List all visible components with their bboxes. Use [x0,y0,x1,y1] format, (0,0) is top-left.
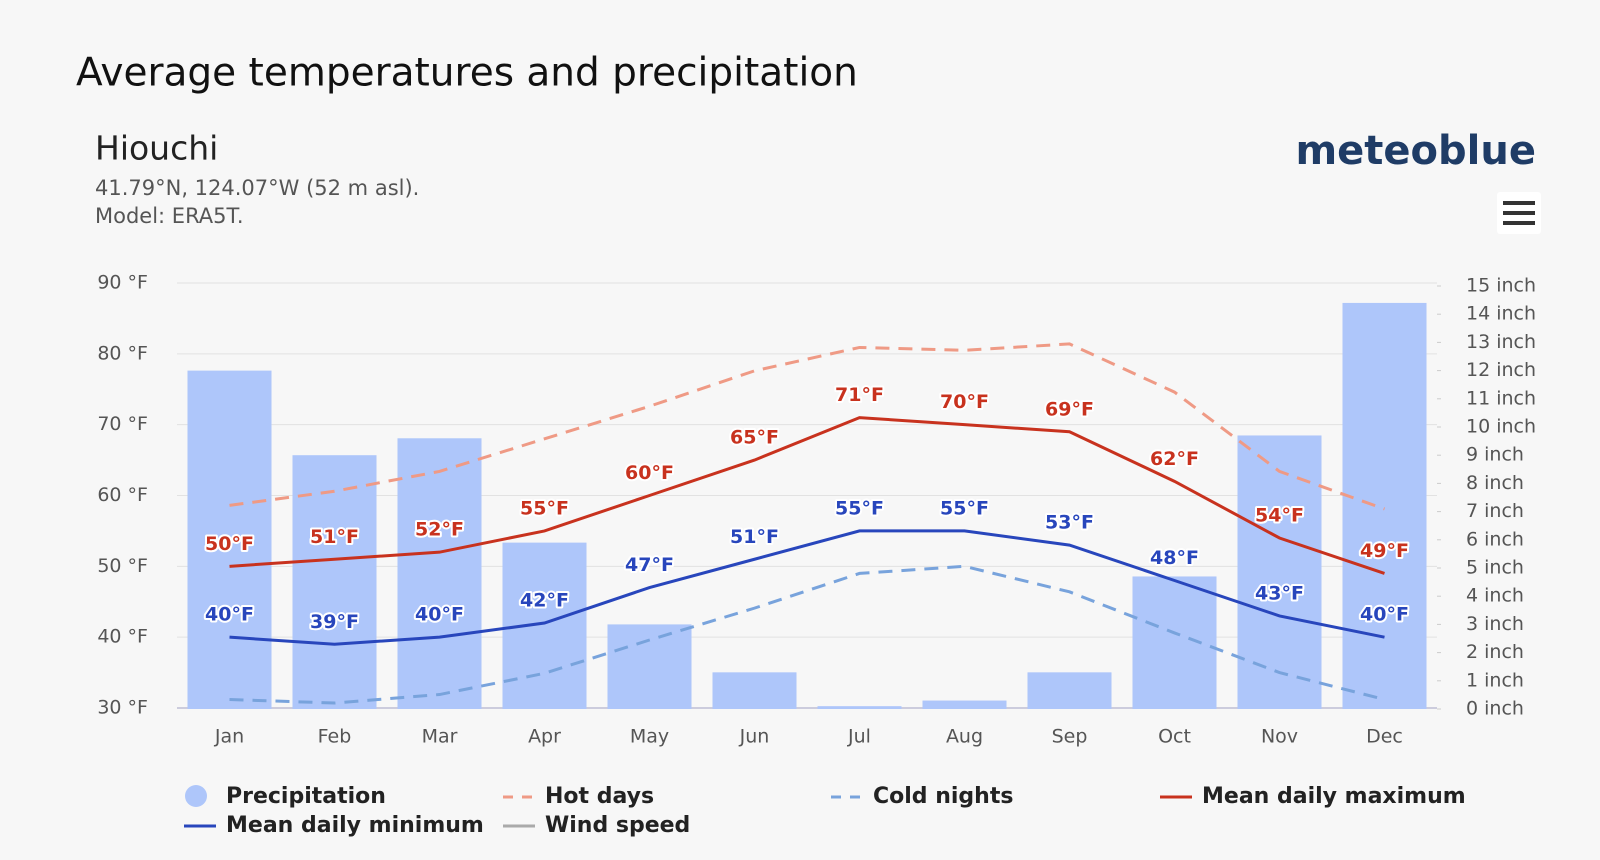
data-label: 48°F [1150,547,1199,569]
data-label: 71°F [835,384,884,406]
data-label: 51°F [310,526,359,548]
y2-tick-label: 13 inch [1466,331,1536,353]
data-label: 55°F [940,497,989,519]
legend-label[interactable]: Precipitation [226,784,386,809]
x-tick-label: Apr [528,726,561,748]
precip-bar [1132,576,1217,709]
data-label: 54°F [1255,505,1304,527]
x-tick-label: Aug [946,726,983,748]
data-label: 40°F [205,604,254,626]
legend-label[interactable]: Mean daily minimum [226,813,484,838]
data-label: 49°F [1360,540,1409,562]
data-label: 60°F [625,462,674,484]
y2-tick-label: 11 inch [1466,387,1536,409]
location: Hiouchi [95,129,218,168]
y2-tick-label: 4 inch [1466,585,1524,607]
y-tick-label: 90 °F [97,272,148,294]
y-tick-label: 80 °F [97,342,148,364]
x-tick-label: Mar [422,726,458,748]
data-label: 43°F [1255,582,1304,604]
x-tick-label: Feb [318,726,352,748]
precip-bar [922,700,1007,709]
y2-tick-label: 0 inch [1466,698,1524,720]
x-tick-label: Nov [1261,726,1298,748]
precip-bar [397,438,482,709]
coordinates: 41.79°N, 124.07°W (52 m asl). [95,176,419,200]
y-tick-label: 60 °F [97,484,148,506]
data-label: 52°F [415,519,464,541]
y2-tick-label: 3 inch [1466,613,1524,635]
data-label: 70°F [940,391,989,413]
precip-bar [607,624,692,709]
data-label: 69°F [1045,398,1094,420]
series-line [229,342,1386,511]
x-tick-label: Jul [847,726,871,748]
y2-tick-label: 2 inch [1466,641,1524,663]
menu-bar[interactable] [1503,221,1535,225]
precip-bar [187,370,272,709]
menu-button[interactable] [1497,192,1541,234]
data-label: 62°F [1150,448,1199,470]
precip-bar [817,706,902,709]
data-label: 55°F [520,497,569,519]
y2-tick-label: 15 inch [1466,275,1536,297]
data-label: 51°F [730,526,779,548]
series-line [229,564,1385,705]
y2-tick-label: 10 inch [1466,416,1536,438]
legend-symbol [185,785,207,807]
x-tick-label: Jan [214,726,244,748]
precip-bar [292,455,377,709]
data-label: 55°F [835,497,884,519]
y2-tick-label: 9 inch [1466,444,1524,466]
precip-bar [1237,435,1322,709]
menu-bar[interactable] [1503,211,1535,215]
y-tick-label: 30 °F [97,697,148,719]
x-tick-label: Jun [739,726,770,748]
y-tick-label: 70 °F [97,413,148,435]
logo: meteoblue [1296,128,1537,174]
precip-bar [1027,672,1112,709]
legend-label[interactable]: Mean daily maximum [1202,784,1466,809]
data-label: 39°F [310,611,359,633]
y2-tick-label: 8 inch [1466,472,1524,494]
data-label: 40°F [1360,604,1409,626]
precip-bar [1342,302,1427,709]
y2-tick-label: 14 inch [1466,303,1536,325]
data-label: 47°F [625,554,674,576]
data-label: 42°F [520,590,569,612]
legend-label[interactable]: Cold nights [873,784,1013,809]
data-label: 50°F [205,533,254,555]
y2-tick-label: 1 inch [1466,669,1524,691]
x-tick-label: Oct [1158,726,1191,748]
page-title: Average temperatures and precipitation [76,51,858,96]
y2-tick-label: 12 inch [1466,359,1536,381]
legend-label[interactable]: Wind speed [545,813,690,838]
y2-tick-label: 7 inch [1466,500,1524,522]
precip-bar [712,672,797,709]
y-tick-label: 50 °F [97,555,148,577]
y-tick-label: 40 °F [97,626,148,648]
legend-label[interactable]: Hot days [545,784,654,809]
series-line [229,416,1385,575]
x-tick-label: Sep [1052,726,1088,748]
series-line [229,529,1385,646]
model: Model: ERA5T. [95,204,244,228]
menu-bar[interactable] [1503,201,1535,205]
x-tick-label: May [630,726,669,748]
data-label: 65°F [730,427,779,449]
x-tick-label: Dec [1366,726,1403,748]
y2-tick-label: 5 inch [1466,557,1524,579]
data-label: 53°F [1045,512,1094,534]
data-label: 40°F [415,604,464,626]
y2-tick-label: 6 inch [1466,528,1524,550]
